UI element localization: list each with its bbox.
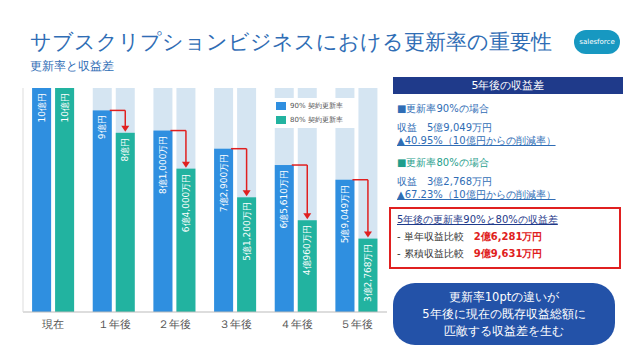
- html-text:80% 契約更新率: 80% 契約更新率: [290, 116, 343, 124]
- svg-text:5億9,049万円: 5億9,049万円: [340, 185, 350, 244]
- svg-text:10億円: 10億円: [60, 93, 70, 122]
- svg-text:１年後: １年後: [98, 318, 131, 331]
- html-text:■更新率90%の場合: ■更新率90%の場合: [397, 103, 489, 114]
- html-text:▲67.23%（10億円からの削減率）: ▲67.23%（10億円からの削減率）: [397, 189, 556, 200]
- html-text:2億6,281万円: 2億6,281万円: [473, 231, 543, 242]
- svg-text:４年後: ４年後: [280, 318, 313, 331]
- svg-text:4億960万円: 4億960万円: [302, 225, 312, 275]
- html-text:5年後に現在の既存収益総額に: 5年後に現在の既存収益総額に: [422, 306, 586, 321]
- html-text:90% 契約更新率: 90% 契約更新率: [290, 102, 343, 110]
- svg-text:５年後: ５年後: [340, 318, 373, 331]
- html-text:更新率10ptの違いが: 更新率10ptの違いが: [448, 289, 560, 304]
- svg-text:8億円: 8億円: [120, 138, 130, 162]
- html-text:収益: 収益: [397, 122, 417, 133]
- svg-text:6億5,610万円: 6億5,610万円: [279, 170, 289, 229]
- html-text:5年後の更新率90%と80%の収益差: 5年後の更新率90%と80%の収益差: [397, 214, 558, 225]
- html-text:匹敵する収益差を生む: 匹敵する収益差を生む: [444, 323, 564, 338]
- svg-text:5億1,200万円: 5億1,200万円: [242, 202, 252, 261]
- svg-text:3億2,768万円: 3億2,768万円: [363, 244, 373, 302]
- html-text:5億9,049万円: 5億9,049万円: [427, 122, 492, 133]
- html-text:収益: 収益: [397, 176, 417, 187]
- svg-text:３年後: ３年後: [219, 318, 252, 331]
- html-text:■更新率80%の場合: ■更新率80%の場合: [397, 157, 489, 168]
- html-text:サブスクリプションビジネスにおける更新率の重要性: サブスクリプションビジネスにおける更新率の重要性: [30, 30, 552, 54]
- svg-text:10億円: 10億円: [37, 93, 47, 122]
- svg-text:6億4,000万円: 6億4,000万円: [181, 174, 191, 233]
- html-text:3億2,768万円: 3億2,768万円: [427, 176, 492, 187]
- svg-text:現在: 現在: [42, 318, 64, 331]
- html-text:▲40.95%（10億円からの削減率）: ▲40.95%（10億円からの削減率）: [397, 135, 556, 146]
- svg-text:7億2,900万円: 7億2,900万円: [219, 154, 229, 213]
- svg-text:8億1,000万円: 8億1,000万円: [158, 136, 168, 195]
- html-text:salesforce: salesforce: [579, 38, 615, 46]
- html-text:5年後の収益差: 5年後の収益差: [471, 79, 545, 92]
- svg-text:２年後: ２年後: [158, 318, 191, 331]
- html-text:- 単年収益比較: - 単年収益比較: [397, 231, 464, 242]
- html-text:9億9,631万円: 9億9,631万円: [473, 248, 543, 259]
- svg-text:9億円: 9億円: [97, 115, 107, 139]
- html-text:- 累積収益比較: - 累積収益比較: [397, 248, 464, 259]
- html-text:更新率と収益差: 更新率と収益差: [30, 59, 114, 73]
